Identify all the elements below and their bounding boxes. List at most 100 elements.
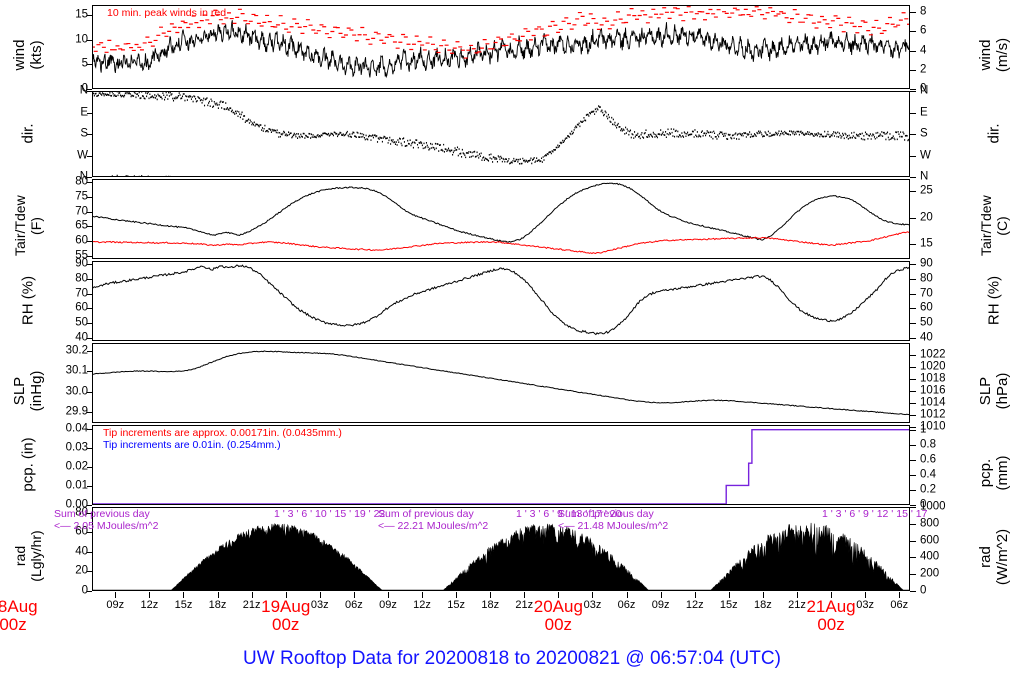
y-tickmark — [910, 354, 916, 356]
y-ticks-right-temperature: 15 20 25 — [920, 179, 970, 259]
y-tickmark — [87, 505, 92, 506]
x-label-major: 20Aug 00z — [534, 597, 583, 635]
rad-sum-value: <— 2.05 MJoules/m^2 — [54, 520, 159, 533]
rad-day-sum-3: Sum of previous day <— 21.48 MJoules/m^2 — [558, 508, 668, 533]
y-tick-label: 400 — [920, 550, 940, 563]
x-tickmark — [422, 592, 424, 598]
y-tickmark — [910, 490, 916, 491]
x-label-date: 21Aug — [806, 597, 856, 616]
plot-area-direction — [93, 92, 909, 176]
y-ticks-right-precipitation: 0 0.2 0.4 0.6 0.8 1 — [920, 423, 970, 510]
pcp-note-2: Tip increments are 0.01in. (0.254mm.) — [103, 439, 281, 451]
y-tickmark — [87, 391, 92, 393]
x-tickmark — [728, 592, 730, 598]
y-tick-label: 1014 — [920, 395, 946, 408]
x-label-date: 18Aug — [0, 597, 38, 616]
y-tickmark — [87, 89, 92, 90]
x-label-time: 00z — [817, 615, 845, 635]
x-tickmark — [456, 592, 458, 598]
x-label-minor: 03z — [856, 599, 874, 611]
y-tickmark — [910, 177, 916, 178]
y-tick-label: 4 — [920, 43, 927, 56]
y-tick-label: 60 — [920, 301, 933, 314]
y-tickmark — [87, 323, 92, 325]
rad-sum-value: <— 22.21 MJoules/m^2 — [378, 520, 489, 533]
y-tickmark — [910, 12, 916, 14]
y-tickmark — [910, 591, 916, 592]
y-tick-label: 0.04 — [65, 422, 88, 435]
y-tickmark — [87, 411, 92, 413]
y-tickmark — [87, 485, 92, 487]
y-tickmark — [910, 31, 916, 33]
y-tick-label: 40 — [75, 545, 88, 558]
y-tick-label: 20 — [920, 210, 933, 223]
x-tickmark — [149, 592, 151, 598]
y-ticks-left-temperature: 55 60 65 70 75 80 — [44, 176, 88, 261]
y-axis-label-pressure: SLP (inHg) — [11, 370, 45, 412]
y-tickmark — [87, 371, 92, 373]
rad-sum-label: Sum of previous day — [378, 508, 474, 520]
y-ticks-left-precipitation: 0.00 0.01 0.02 0.03 0.04 — [44, 422, 88, 510]
y-tick-label: 0.8 — [920, 438, 936, 451]
x-tickmark — [319, 592, 321, 598]
y-tick-label: 70 — [75, 286, 88, 299]
y-tick-label: 80 — [920, 272, 933, 285]
y-tick-label: 1016 — [920, 383, 946, 396]
y-tickmark — [910, 574, 916, 576]
y-tickmark — [87, 512, 92, 514]
y-tickmark — [87, 211, 92, 213]
y-tickmark — [910, 366, 916, 368]
y-tick-label: 60 — [75, 301, 88, 314]
y-tickmark — [910, 244, 916, 246]
y-tickmark — [87, 428, 92, 430]
pcp-note-1: Tip increments are approx. 0.00171in. (0… — [103, 427, 342, 439]
x-label-minor: 09z — [379, 599, 397, 611]
y-tick-label: 0.02 — [65, 460, 88, 473]
wind-annotation: 10 min. peak winds in red — [107, 7, 227, 19]
y-tickmark — [87, 39, 92, 41]
y-tickmark — [910, 507, 916, 508]
y-tickmark — [87, 112, 92, 114]
y-tick-label: 1 — [920, 423, 927, 436]
x-tickmark — [626, 592, 628, 598]
y-tickmark — [910, 390, 916, 392]
y-tickmark — [87, 14, 92, 16]
x-tickmark — [251, 592, 253, 598]
y-tick-label: 1010 — [920, 419, 946, 432]
rad-hour-scale-3: 1 ' 3 ' 6 ' 9 ' 12 ' 15 ' 17 — [822, 508, 928, 520]
y-tickmark — [87, 196, 92, 198]
x-label-major: 21Aug 00z — [806, 597, 856, 635]
panel-humidity — [92, 261, 910, 341]
panel-precipitation: Tip increments are approx. 0.00171in. (0… — [92, 425, 910, 505]
x-label-minor: 21z — [515, 599, 534, 611]
x-tickmark — [762, 592, 764, 598]
x-label-minor: 15z — [719, 599, 738, 611]
y-tickmark — [87, 351, 92, 353]
rad-sum-value: <— 21.48 MJoules/m^2 — [558, 520, 669, 533]
x-label-minor: 09z — [106, 599, 125, 611]
y-tickmark — [87, 571, 92, 573]
y-tickmark — [87, 278, 92, 280]
x-label-minor: 15z — [447, 599, 465, 611]
y-tick-label: 0.00 — [65, 498, 88, 511]
y-tickmark — [87, 308, 92, 310]
x-label-minor: 06z — [344, 599, 363, 611]
y-tick-label: 1022 — [920, 348, 946, 361]
x-label-minor: 06z — [617, 599, 636, 611]
y-tick-label: 90 — [75, 257, 88, 270]
y-tickmark — [87, 256, 92, 258]
y-tick-label: 25 — [920, 184, 933, 197]
y-tickmark — [910, 557, 916, 559]
x-label-time: 00z — [0, 615, 27, 635]
x-tickmark — [592, 592, 594, 598]
y-tick-label: 0.03 — [65, 441, 88, 454]
x-label-time: 00z — [544, 615, 573, 635]
y-axis-label-right-direction: dir. — [985, 123, 1003, 144]
y-axis-label-right-humidity: RH (%) — [985, 275, 1003, 326]
x-label-minor: 18z — [753, 599, 772, 611]
y-tickmark — [87, 263, 92, 265]
y-tickmark — [87, 241, 92, 243]
y-tick-label: 200 — [920, 567, 940, 580]
